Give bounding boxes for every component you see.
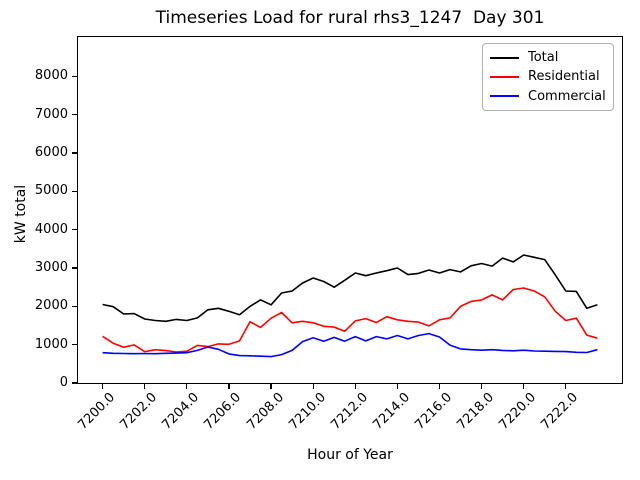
legend-label-residential: Residential bbox=[528, 69, 600, 85]
legend-entry-commercial: Commercial bbox=[490, 87, 606, 106]
total-line bbox=[102, 254, 598, 323]
legend-label-total: Total bbox=[528, 50, 559, 66]
x-tick-label: 7214.0 bbox=[370, 390, 413, 433]
chart-title: Timeseries Load for rural rhs3_1247 Day … bbox=[155, 8, 545, 28]
x-tick-label: 7218.0 bbox=[454, 390, 498, 433]
total-line-swatch bbox=[490, 56, 519, 59]
x-axis-label: Hour of Year bbox=[307, 447, 393, 463]
commercial-line bbox=[102, 332, 598, 358]
commercial-line-swatch bbox=[490, 95, 519, 98]
y-tick-label: 2000 bbox=[34, 298, 68, 314]
x-tick-label: 7222.0 bbox=[538, 390, 582, 433]
x-tick-label: 7212.0 bbox=[328, 390, 371, 433]
x-tick-label: 7200.0 bbox=[75, 390, 119, 433]
chart-lines-canvas bbox=[102, 254, 598, 358]
y-axis-label: kW total bbox=[13, 184, 29, 244]
x-tick-label: 7206.0 bbox=[201, 390, 245, 433]
legend-entry-total: Total bbox=[490, 48, 606, 67]
y-tick-label: 6000 bbox=[34, 145, 68, 161]
x-tick-label: 7204.0 bbox=[159, 390, 203, 433]
x-tick-label: 7216.0 bbox=[412, 390, 456, 433]
residential-line bbox=[102, 287, 598, 353]
x-tick-label: 7220.0 bbox=[496, 390, 540, 433]
y-tick-label: 7000 bbox=[34, 106, 68, 122]
y-tick-label: 1000 bbox=[34, 336, 68, 352]
x-tick-label: 7208.0 bbox=[243, 390, 287, 433]
legend-label-commercial: Commercial bbox=[528, 88, 606, 104]
legend-entry-residential: Residential bbox=[490, 67, 606, 86]
y-tick-label: 0 bbox=[59, 375, 68, 390]
y-tick-label: 3000 bbox=[34, 260, 68, 276]
y-tick-label: 8000 bbox=[34, 68, 68, 84]
x-tick-label: 7210.0 bbox=[285, 390, 329, 433]
x-tick-label: 7202.0 bbox=[117, 390, 161, 433]
residential-line-swatch bbox=[490, 75, 519, 78]
legend: Total Residential Commercial bbox=[482, 43, 614, 111]
